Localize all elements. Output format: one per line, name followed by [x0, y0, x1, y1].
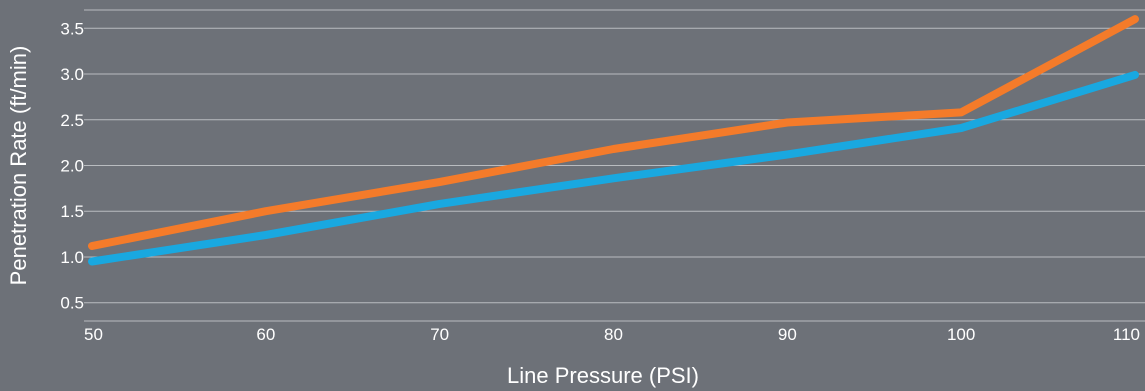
x-tick-label: 100 [947, 325, 975, 344]
x-tick-label: 80 [604, 325, 623, 344]
x-tick-label: 110 [1113, 325, 1140, 344]
series-line-1 [88, 15, 1139, 250]
x-tick-label: 90 [778, 325, 797, 344]
gridlines [84, 9, 1145, 304]
y-tick-labels: 0.5 1.0 1.5 2.0 2.5 3.0 3.5 [60, 19, 84, 312]
x-tick-labels: 50 60 70 80 90 100 110 [84, 325, 1140, 344]
y-tick-label: 2.0 [60, 157, 84, 176]
y-axis-title: Penetration Rate (ft/min) [6, 46, 31, 286]
x-tick-label: 60 [256, 325, 275, 344]
x-axis-title: Line Pressure (PSI) [507, 363, 699, 388]
y-tick-label: 3.0 [60, 65, 84, 84]
y-tick-label: 1.0 [60, 248, 84, 267]
y-tick-label: 3.5 [60, 19, 84, 38]
y-tick-label: 0.5 [60, 294, 84, 313]
y-tick-label: 1.5 [60, 202, 84, 221]
y-tick-label: 2.5 [60, 111, 84, 130]
series-line-2 [88, 70, 1139, 266]
x-tick-label: 50 [84, 325, 103, 344]
series-lines [88, 15, 1139, 266]
x-tick-label: 70 [430, 325, 449, 344]
